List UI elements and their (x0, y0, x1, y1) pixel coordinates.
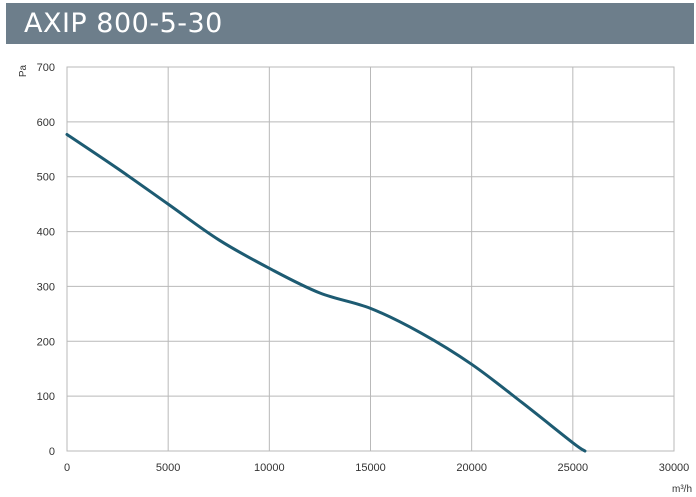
y-tick-label: 0 (49, 446, 55, 458)
series-lines (65, 132, 587, 453)
axis-frame (66, 66, 675, 452)
y-tick-label: 600 (37, 117, 55, 129)
y-tick-label: 500 (37, 172, 55, 184)
grid-lines (67, 67, 674, 451)
x-tick-label: 25000 (558, 462, 589, 474)
y-axis-label: Pa (18, 64, 29, 77)
plot-frame (66, 66, 675, 452)
x-tick-label: 5000 (156, 462, 180, 474)
x-tick-label: 20000 (456, 462, 487, 474)
chart-title: AXIP 800-5-30 (24, 8, 223, 39)
x-tick-label: 30000 (659, 462, 690, 474)
x-tick-label: 15000 (355, 462, 386, 474)
x-axis-label: m³/h (672, 484, 692, 495)
y-tick-labels: 0 100 200 300 400 500 600 700 (37, 62, 55, 458)
x-tick-label: 0 (64, 462, 70, 474)
y-tick-label: 700 (37, 62, 55, 74)
y-tick-label: 300 (37, 281, 55, 293)
y-tick-label: 100 (37, 391, 55, 403)
y-tick-label: 400 (37, 227, 55, 239)
series-line (65, 132, 587, 453)
x-tick-label: 10000 (254, 462, 285, 474)
y-tick-label: 200 (37, 336, 55, 348)
x-tick-labels: 0 5000 10000 15000 20000 25000 30000 (64, 462, 689, 474)
title-bar: AXIP 800-5-30 (6, 3, 694, 44)
